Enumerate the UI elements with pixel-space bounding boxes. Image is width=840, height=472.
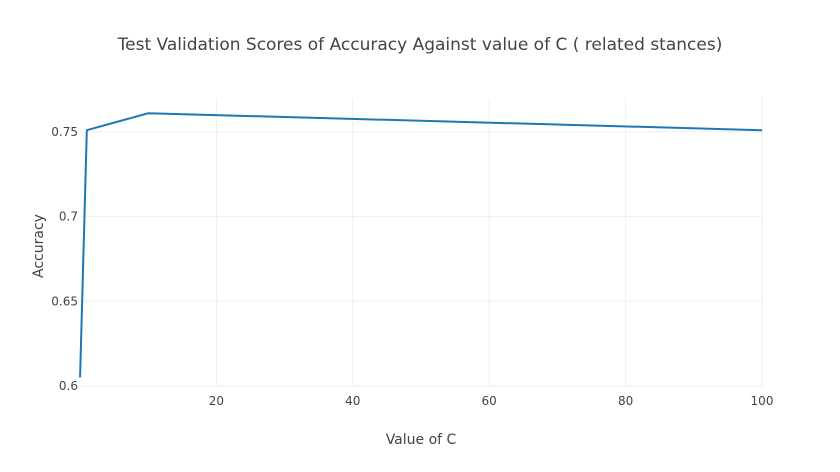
chart-title: Test Validation Scores of Accuracy Again… [117, 35, 723, 55]
y-axis-title: Accuracy [31, 214, 47, 278]
y-tick-label: 0.65 [51, 294, 78, 308]
x-tick-label: 80 [618, 394, 633, 408]
x-tick-label: 40 [345, 394, 360, 408]
grid-layer [80, 98, 763, 387]
x-tick-label: 60 [482, 394, 497, 408]
series-layer [79, 112, 763, 378]
y-tick-label: 0.7 [59, 210, 78, 224]
x-axis-title: Value of C [386, 432, 457, 448]
y-tick-label: 0.6 [59, 379, 78, 393]
y-tick-label: 0.75 [51, 125, 78, 139]
x-tick-label: 20 [209, 394, 224, 408]
series-line-0 [79, 112, 763, 378]
x-tick-label: 100 [751, 394, 774, 408]
tick-layer: 20 40 60 80 100 0.6 0.65 0.7 0.75 [51, 125, 773, 408]
